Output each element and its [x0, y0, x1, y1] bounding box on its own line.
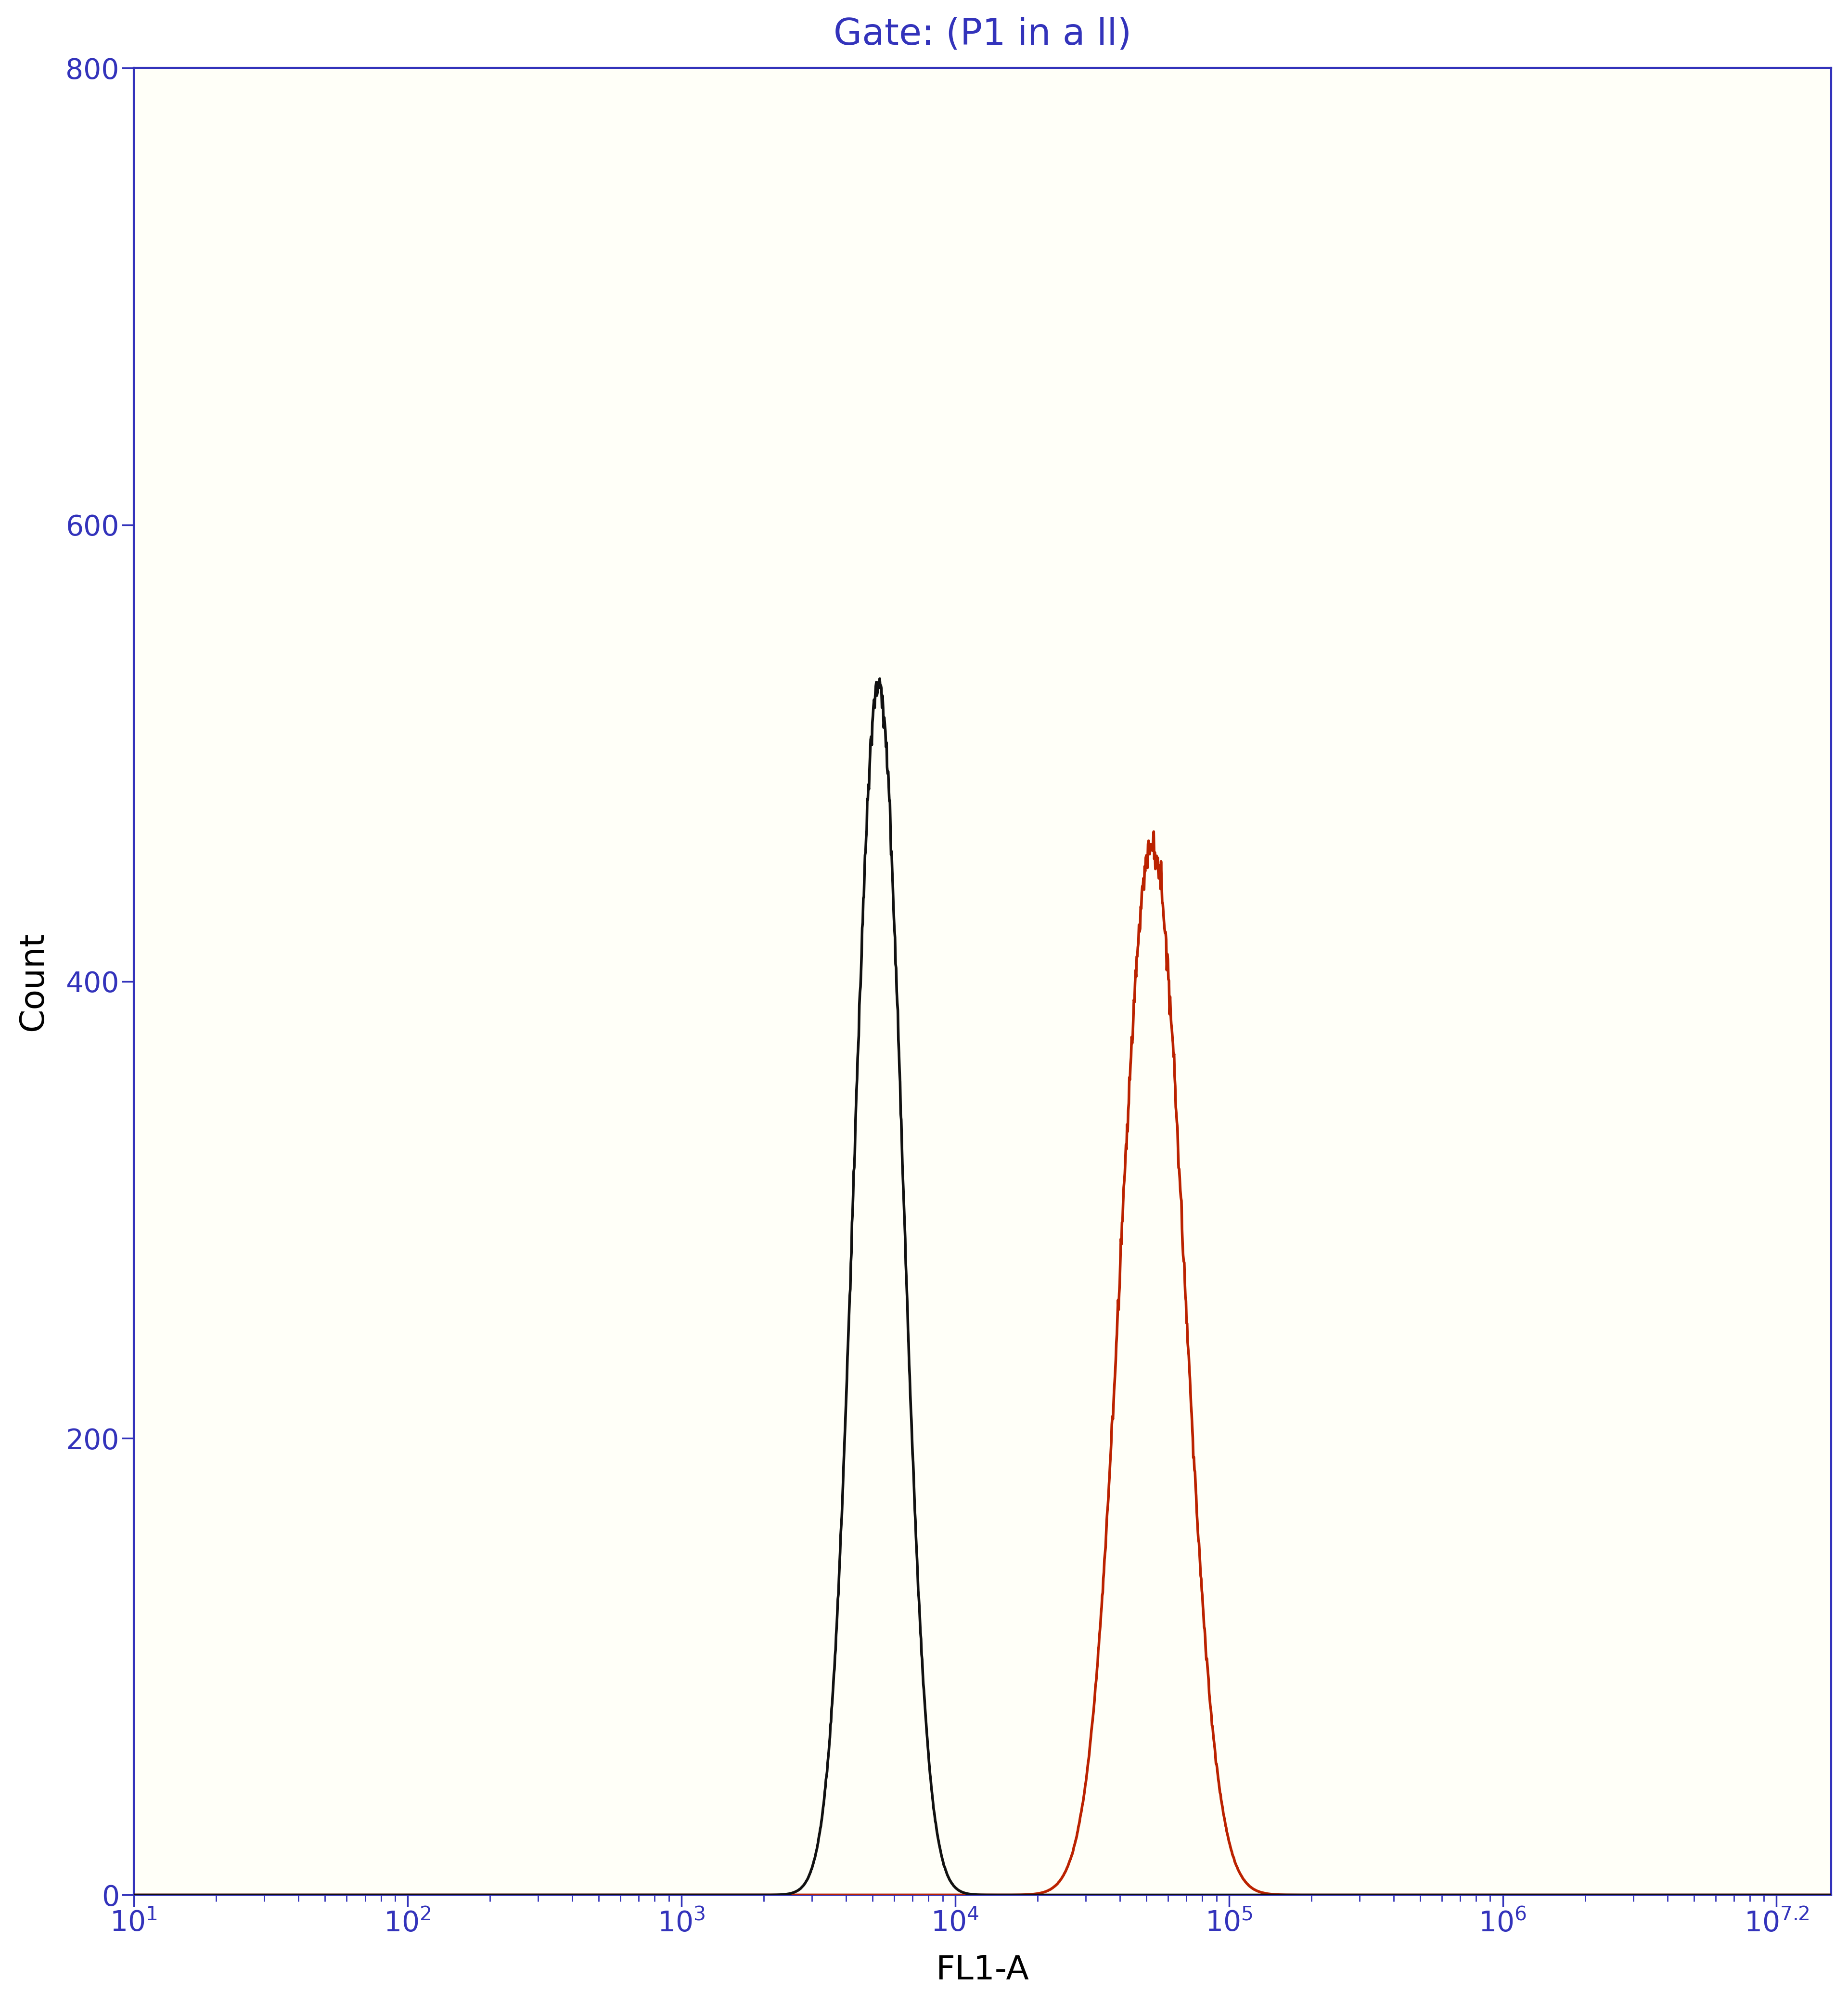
X-axis label: FL1-A: FL1-A	[935, 1955, 1029, 1987]
Title: Gate: (P1 in a ll): Gate: (P1 in a ll)	[833, 16, 1131, 52]
Y-axis label: Count: Count	[17, 931, 48, 1032]
